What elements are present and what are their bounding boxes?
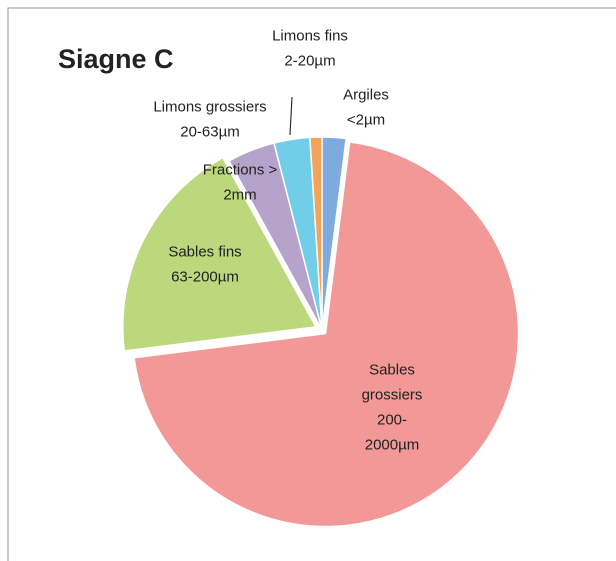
pie-slice	[122, 156, 317, 352]
pie-slice	[309, 136, 323, 331]
slice-label: Sables fins 63-200µm	[168, 243, 241, 285]
leader-line	[289, 96, 293, 136]
frame	[7, 7, 616, 561]
slice-label: Limons fins 2-20µm	[272, 27, 348, 69]
slice-label: Fractions >2mm	[203, 161, 278, 203]
pie-slice	[133, 141, 520, 528]
slice-label: Sables grossiers 200-2000µm	[362, 361, 423, 453]
slice-label: Limons grossiers 20-63µm	[153, 98, 266, 140]
slice-label: Argiles <2µm	[343, 86, 389, 128]
chart-title: Siagne C	[58, 44, 174, 74]
